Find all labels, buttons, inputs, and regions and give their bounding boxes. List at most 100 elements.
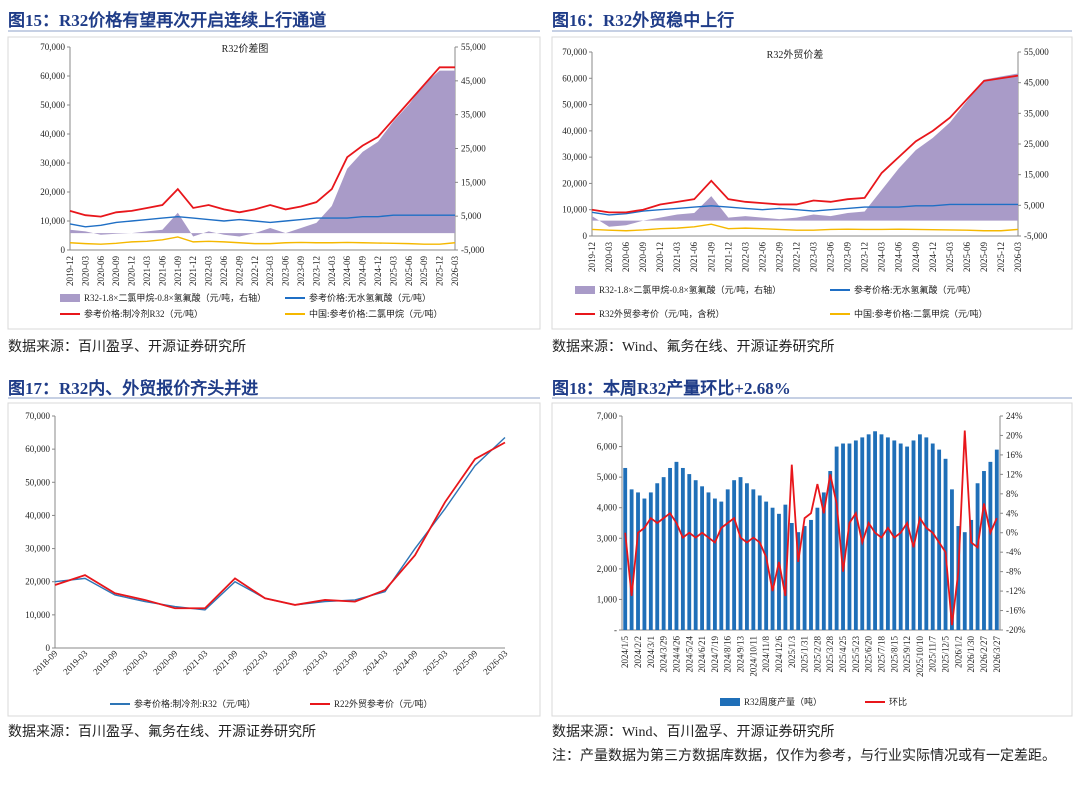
y-tick-label: 0 <box>61 245 66 255</box>
bar <box>655 483 660 630</box>
x-tick-label: 2021-12 <box>188 256 198 286</box>
x-tick-label: 2025/1/31 <box>800 636 810 673</box>
area <box>70 70 455 237</box>
bar <box>764 501 769 630</box>
x-tick-label: 2024/2/2 <box>633 636 643 668</box>
bar <box>924 437 929 630</box>
chart-frame <box>551 402 1073 717</box>
legend-label: R22外贸参考价（元/吨） <box>334 698 433 709</box>
legend-label: 参考价格:制冷剂R32（元/吨） <box>84 308 203 319</box>
y-tick-label: 60,000 <box>40 71 65 81</box>
x-tick-label: 2026-03 <box>1013 242 1023 272</box>
y2-tick-label: -5,000 <box>1024 231 1048 241</box>
line <box>624 430 998 626</box>
chart-frame <box>551 36 1073 330</box>
bar <box>725 489 730 630</box>
x-tick-label: 2025/7/18 <box>876 636 886 673</box>
x-tick-label: 2021-03 <box>142 256 152 286</box>
x-tick-label: 2025-12 <box>435 256 445 286</box>
legend-label: R32外贸参考价（元/吨，含税） <box>599 308 725 319</box>
bar <box>834 446 839 630</box>
y-tick-label: 60,000 <box>25 444 50 454</box>
y-tick-label: 0 <box>46 643 51 653</box>
x-tick-label: 2019-12 <box>65 256 75 286</box>
x-tick-label: 2023-06 <box>281 256 291 286</box>
y-tick-label: 3,000 <box>597 533 618 543</box>
x-tick-label: 2024-06 <box>894 242 904 272</box>
bar <box>687 474 692 630</box>
x-tick-label: 2024-09 <box>391 648 420 677</box>
x-tick-label: 2020-12 <box>655 242 665 272</box>
y-tick-label: 0 <box>583 231 588 241</box>
line <box>54 437 506 611</box>
legend-label: R32-1.8×二氯甲烷-0.8×氢氟酸（元/吨，右轴） <box>84 292 266 303</box>
line <box>69 214 455 228</box>
x-tick-label: 2024/10/11 <box>748 636 758 677</box>
x-tick-label: 2025-03 <box>421 648 450 677</box>
x-tick-label: 2025-09 <box>451 648 480 677</box>
legend-label: 参考价格:制冷剂:R32（元/吨） <box>134 698 256 709</box>
legend-label: 参考价格:无水氢氟酸（元/吨） <box>309 292 431 303</box>
note: 注：产量数据为第三方数据库数据，仅作为参考，与行业实际情况或有一定差距。 <box>552 749 1056 764</box>
legend-label: 中国:参考价格:二氯甲烷（元/吨） <box>309 308 443 319</box>
x-tick-label: 2025/4/25 <box>838 636 848 673</box>
y-tick-label: 30,000 <box>25 544 50 554</box>
x-tick-label: 2024-09 <box>911 242 921 272</box>
y-tick-label: 50,000 <box>40 100 65 110</box>
line <box>591 203 1018 216</box>
x-tick-label: 2025-09 <box>979 242 989 272</box>
x-tick-label: 2019-12 <box>587 242 597 272</box>
y2-tick-label: 35,000 <box>461 110 486 120</box>
legend-swatch <box>575 286 595 294</box>
x-tick-label: 2020-06 <box>96 256 106 286</box>
y2-tick-label: 45,000 <box>461 76 486 86</box>
x-tick-label: 2022-12 <box>791 242 801 272</box>
line <box>591 223 1019 232</box>
x-tick-label: 2023-06 <box>826 242 836 272</box>
bar <box>777 513 781 630</box>
x-tick-label: 2025-09 <box>419 256 429 286</box>
y-tick-label: 40,000 <box>25 510 50 520</box>
bar <box>623 467 628 630</box>
x-tick-label: 2022-09 <box>271 648 300 677</box>
x-tick-label: 2020-12 <box>127 256 137 286</box>
y-tick-label: 30,000 <box>40 158 65 168</box>
y2-tick-label: 55,000 <box>1024 47 1049 57</box>
y2-tick-label: -8% <box>1006 567 1021 577</box>
y-tick-label: 7,000 <box>597 411 618 421</box>
bar <box>866 434 871 630</box>
x-tick-label: 2024-12 <box>928 242 938 272</box>
line <box>69 236 456 245</box>
y-tick-label: 6,000 <box>597 442 618 452</box>
y2-tick-label: 45,000 <box>1024 78 1049 88</box>
bar <box>700 486 705 630</box>
y2-tick-label: 24% <box>1006 411 1023 421</box>
y2-tick-label: -5,000 <box>461 245 485 255</box>
chart-frame <box>7 36 541 330</box>
y-tick-label: 60,000 <box>562 73 587 83</box>
bar <box>988 461 993 630</box>
x-tick-label: 2024-09 <box>358 256 368 286</box>
line <box>54 441 506 610</box>
bar <box>719 501 724 630</box>
bar <box>674 461 679 630</box>
legend-label: 中国:参考价格:二氯甲烷（元/吨） <box>854 308 988 319</box>
bar <box>636 492 640 630</box>
x-tick-label: 2024/11/8 <box>761 636 771 673</box>
y2-tick-label: -16% <box>1006 606 1026 616</box>
x-tick-label: 2023-03 <box>809 242 819 272</box>
bar <box>745 483 749 630</box>
bar <box>917 434 922 630</box>
legend-label: 环比 <box>889 696 907 707</box>
x-tick-label: 2025-12 <box>996 242 1006 272</box>
x-tick-label: 2021-03 <box>181 648 210 677</box>
y2-tick-label: 15,000 <box>1024 170 1049 180</box>
y-tick-label: 10,000 <box>562 205 587 215</box>
x-tick-label: 2024/3/29 <box>659 636 669 673</box>
x-tick-label: 2021-09 <box>706 242 716 272</box>
x-tick-label: 2026/2/27 <box>979 636 989 673</box>
area <box>592 73 1018 227</box>
x-tick-label: 2026/1/30 <box>966 636 976 673</box>
y2-tick-label: -12% <box>1006 586 1026 596</box>
x-tick-label: 2022-12 <box>250 256 260 286</box>
